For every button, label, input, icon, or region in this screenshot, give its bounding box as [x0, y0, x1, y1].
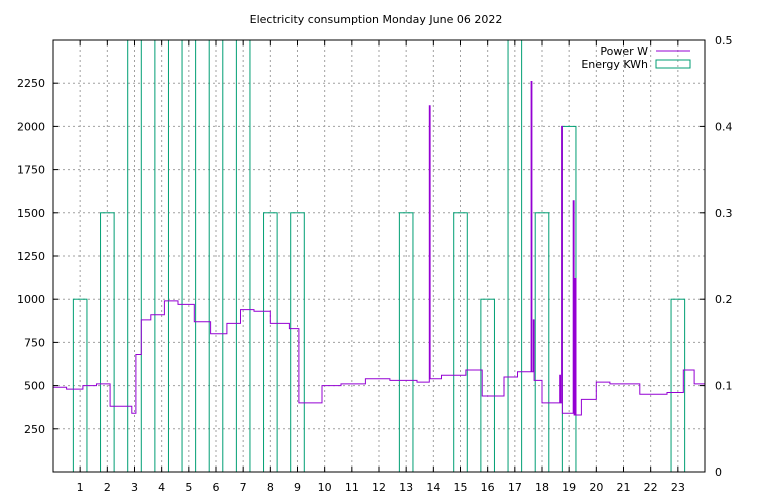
x-tick-label: 4	[158, 481, 165, 494]
x-tick-label: 10	[318, 481, 332, 494]
y2-tick-label: 0.2	[715, 293, 733, 306]
x-tick-label: 16	[481, 481, 495, 494]
y2-tick-label: 0.3	[715, 207, 733, 220]
chart-title: Electricity consumption Monday June 06 2…	[250, 13, 503, 26]
x-tick-label: 2	[104, 481, 111, 494]
x-tick-label: 14	[426, 481, 440, 494]
y-tick-label: 2250	[17, 77, 45, 90]
x-tick-label: 23	[671, 481, 685, 494]
legend-power-label: Power W	[600, 45, 648, 58]
x-tick-label: 22	[644, 481, 658, 494]
y-tick-label: 1750	[17, 164, 45, 177]
x-tick-label: 19	[562, 481, 576, 494]
legend-energy-label: Energy KWh	[581, 58, 648, 71]
x-tick-label: 20	[589, 481, 603, 494]
x-tick-label: 18	[535, 481, 549, 494]
y-tick-label: 1500	[17, 207, 45, 220]
x-tick-label: 1	[77, 481, 84, 494]
x-tick-label: 7	[240, 481, 247, 494]
y-tick-label: 750	[24, 336, 45, 349]
x-tick-label: 3	[131, 481, 138, 494]
axis-ticks: 1 2 3 4 5 6 7 8 9 10 11 12 13 14 15 16 17 18 19 20 21 22 23250…	[17, 34, 733, 494]
x-tick-label: 13	[399, 481, 413, 494]
y-tick-label: 250	[24, 423, 45, 436]
x-tick-label: 12	[372, 481, 386, 494]
y-tick-label: 1000	[17, 293, 45, 306]
y2-tick-label: 0.1	[715, 380, 733, 393]
x-tick-label: 9	[294, 481, 301, 494]
grid-lines	[53, 40, 705, 472]
x-tick-label: 21	[617, 481, 631, 494]
y-tick-label: 1250	[17, 250, 45, 263]
y-tick-label: 2000	[17, 120, 45, 133]
y2-tick-label: 0	[715, 466, 722, 479]
x-tick-label: 8	[267, 481, 274, 494]
power-series	[53, 81, 705, 416]
legend-energy-swatch	[655, 59, 691, 69]
x-tick-label: 11	[345, 481, 359, 494]
y-tick-label: 500	[24, 380, 45, 393]
power-line	[53, 81, 705, 416]
x-tick-label: 15	[454, 481, 468, 494]
y2-tick-label: 0.5	[715, 34, 733, 47]
x-tick-label: 6	[213, 481, 220, 494]
x-tick-label: 17	[508, 481, 522, 494]
x-tick-label: 5	[185, 481, 192, 494]
y2-tick-label: 0.4	[715, 120, 733, 133]
legend: Power W Energy KWh	[581, 45, 691, 71]
